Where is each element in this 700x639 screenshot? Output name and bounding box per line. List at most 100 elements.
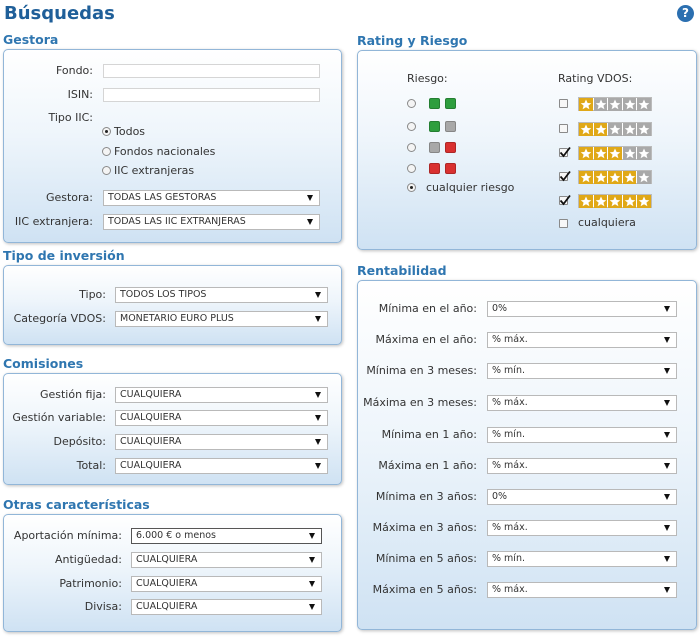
select[interactable]: TODOS LOS TIPOS <box>115 287 328 303</box>
field-label: Fondo: <box>55 64 93 77</box>
radio-button[interactable] <box>407 99 416 108</box>
dropdown-arrow <box>664 556 670 562</box>
dropdown-arrow <box>315 463 321 469</box>
radio-button[interactable] <box>407 183 416 192</box>
field-label: Mínima en 1 año: <box>381 428 477 441</box>
select[interactable]: CUALQUIERA <box>131 599 322 615</box>
star <box>608 147 622 160</box>
radio-dot <box>410 186 413 189</box>
select-value: CUALQUIERA <box>136 554 198 565</box>
field-label: Máxima en 3 meses: <box>363 396 477 409</box>
select[interactable]: CUALQUIERA <box>131 576 322 592</box>
select[interactable]: % máx. <box>487 458 677 474</box>
dropdown-arrow <box>664 463 670 469</box>
section-header: Comisiones <box>3 356 84 371</box>
star <box>622 147 637 160</box>
star <box>579 123 593 136</box>
select[interactable]: % mín. <box>487 427 677 443</box>
select[interactable]: CUALQUIERA <box>115 458 328 474</box>
text-input[interactable] <box>103 64 320 78</box>
field-label: Tipo: <box>79 288 106 301</box>
select[interactable]: CUALQUIERA <box>115 387 328 403</box>
select[interactable]: 6.000 € o menos <box>131 528 322 544</box>
checkbox[interactable] <box>559 170 571 182</box>
dropdown-arrow <box>664 587 670 593</box>
select[interactable]: % máx. <box>487 332 677 348</box>
select[interactable]: TODAS LAS GESTORAS <box>103 190 320 206</box>
select-value: CUALQUIERA <box>120 436 182 447</box>
radio-button[interactable] <box>407 122 416 131</box>
radio-button[interactable] <box>102 147 111 156</box>
select[interactable]: MONETARIO EURO PLUS <box>115 311 328 327</box>
select-value: TODOS LOS TIPOS <box>120 289 207 300</box>
star <box>593 98 608 111</box>
star <box>579 171 593 184</box>
radio-button[interactable] <box>102 127 111 136</box>
star <box>622 123 637 136</box>
select-value: % mín. <box>492 429 525 440</box>
select-value: CUALQUIERA <box>136 578 198 589</box>
column-label: Riesgo: <box>407 72 448 85</box>
section-header: Rentabilidad <box>357 263 447 278</box>
select[interactable]: CUALQUIERA <box>115 434 328 450</box>
page-title: Búsquedas <box>4 3 115 24</box>
select[interactable]: 0% <box>487 301 677 317</box>
field-label: Antigüedad: <box>55 553 122 566</box>
select-value: 0% <box>492 491 508 502</box>
checkbox[interactable] <box>559 146 571 158</box>
star-rating <box>578 97 652 111</box>
select[interactable]: 0% <box>487 489 677 505</box>
checkbox[interactable] <box>559 219 568 228</box>
select-value: % máx. <box>492 397 528 408</box>
dropdown-arrow <box>309 581 315 587</box>
risk-level-icon <box>445 163 456 174</box>
risk-level-icon <box>429 121 440 132</box>
checkbox[interactable] <box>559 194 571 206</box>
dropdown-arrow <box>307 195 313 201</box>
dropdown-arrow <box>664 494 670 500</box>
dropdown-arrow <box>315 316 321 322</box>
field-label: Categoría VDOS: <box>13 312 106 325</box>
checkbox[interactable] <box>559 99 568 108</box>
dropdown-arrow <box>315 415 321 421</box>
checkbox[interactable] <box>559 124 568 133</box>
risk-level-icon <box>429 142 440 153</box>
select[interactable]: % mín. <box>487 363 677 379</box>
dropdown-arrow <box>309 604 315 610</box>
star <box>608 195 622 208</box>
dropdown-arrow <box>664 432 670 438</box>
star <box>579 98 593 111</box>
select-value: CUALQUIERA <box>120 389 182 400</box>
panel <box>3 265 342 345</box>
text-input[interactable] <box>103 88 320 102</box>
dropdown-arrow <box>664 337 670 343</box>
radio-button[interactable] <box>407 143 416 152</box>
dropdown-arrow <box>664 400 670 406</box>
field-label: Patrimonio: <box>59 577 122 590</box>
panel <box>3 49 342 243</box>
field-label: Mínima en el año: <box>378 302 477 315</box>
star <box>579 195 593 208</box>
select-value: % máx. <box>492 522 528 533</box>
radio-button[interactable] <box>407 164 416 173</box>
select-value: % máx. <box>492 334 528 345</box>
field-label: Máxima en 1 año: <box>378 459 477 472</box>
select-value: % máx. <box>492 460 528 471</box>
select[interactable]: CUALQUIERA <box>115 410 328 426</box>
star <box>637 123 651 136</box>
help-icon[interactable]: ? <box>677 5 694 22</box>
select[interactable]: TODAS LAS IIC EXTRANJERAS <box>103 214 320 230</box>
select[interactable]: CUALQUIERA <box>131 552 322 568</box>
select[interactable]: % mín. <box>487 551 677 567</box>
star-rating <box>578 122 652 136</box>
dropdown-arrow <box>315 292 321 298</box>
radio-dot <box>105 130 108 133</box>
select[interactable]: % máx. <box>487 395 677 411</box>
check-mark <box>559 170 571 182</box>
star <box>622 98 637 111</box>
field-label: Gestión variable: <box>12 411 106 424</box>
radio-button[interactable] <box>102 166 111 175</box>
select[interactable]: % máx. <box>487 520 677 536</box>
select[interactable]: % máx. <box>487 582 677 598</box>
